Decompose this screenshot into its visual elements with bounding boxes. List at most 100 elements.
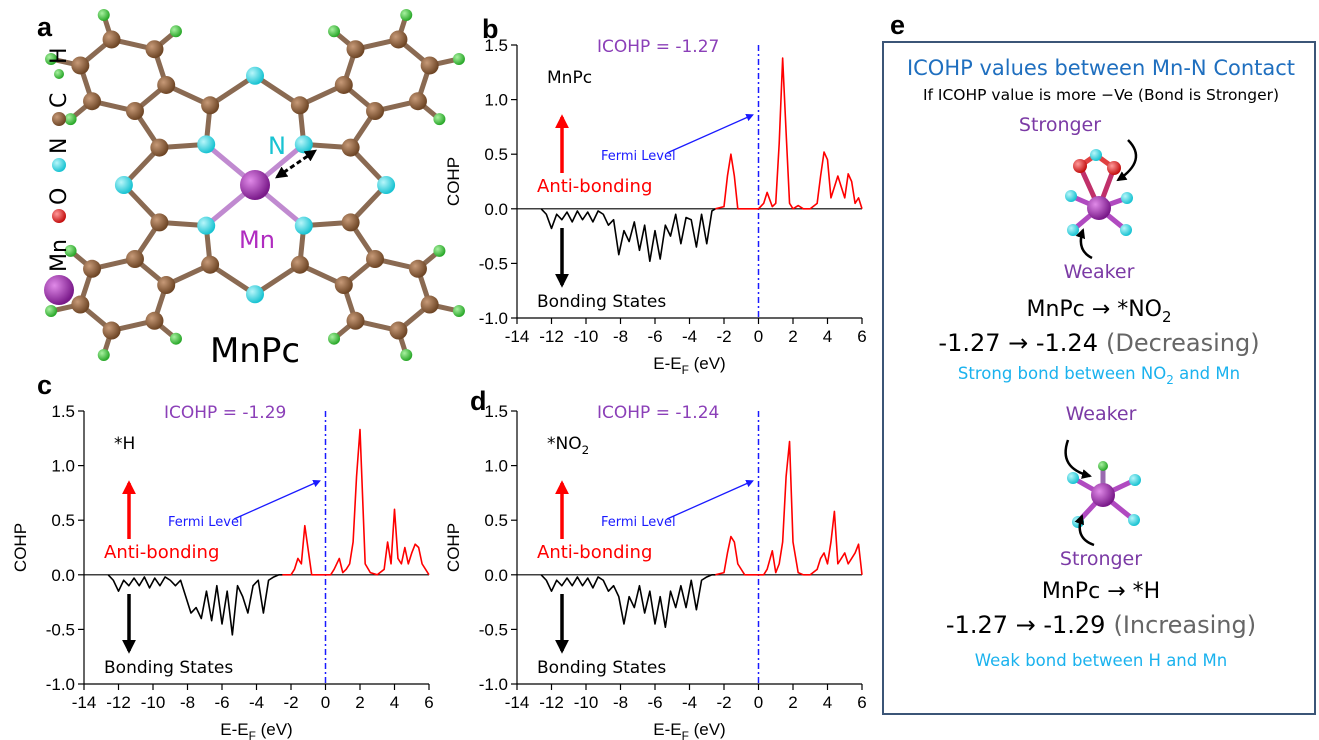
- atom: [409, 92, 427, 110]
- legend-label: H: [47, 47, 72, 64]
- fermi-label: Fermi Level: [601, 149, 676, 164]
- x-tick-label: 0: [321, 693, 330, 712]
- atom: [71, 56, 89, 74]
- x-tick-label: -12: [106, 693, 131, 712]
- atom: [103, 322, 121, 340]
- cohp-curve: [108, 575, 282, 635]
- y-tick-label: -1.0: [479, 675, 508, 694]
- y-axis-label: COHP: [11, 523, 30, 572]
- x-tick-label: -6: [647, 327, 662, 346]
- x-tick-label: -6: [214, 693, 229, 712]
- atom-key: [44, 275, 74, 305]
- y-tick-label: 1.0: [51, 457, 75, 476]
- atom: [377, 176, 395, 194]
- atom: [433, 113, 445, 125]
- bond-strength-label: Weaker: [1066, 403, 1137, 425]
- cohp-curve: [715, 442, 862, 575]
- y-tick-label: 0.5: [51, 511, 75, 530]
- x-tick-label: -2: [716, 693, 731, 712]
- cohp-curve: [541, 209, 715, 261]
- species-label-part: *H: [114, 434, 135, 454]
- summary-title: ICOHP values between Mn-N Contact: [907, 56, 1295, 80]
- species-label-part: *NO: [547, 434, 582, 454]
- atom: [145, 40, 163, 58]
- atom: [389, 30, 407, 48]
- x-axis-label: E-EF (eV): [653, 720, 725, 740]
- icohp-label: ICOHP = -1.29: [164, 403, 286, 423]
- y-tick-label: -1.0: [479, 309, 508, 328]
- atom: [83, 92, 101, 110]
- atom: [421, 296, 439, 314]
- atom: [197, 217, 215, 235]
- atom: [83, 260, 101, 278]
- cohp-curve: [715, 58, 862, 209]
- y-tick-label: 0.0: [484, 566, 508, 585]
- x-tick-label: 4: [823, 693, 832, 712]
- x-tick-label: 2: [788, 693, 797, 712]
- atom-label: Mn: [239, 226, 275, 254]
- bonding-label: Bonding States: [104, 658, 233, 678]
- x-tick-label: -2: [283, 693, 298, 712]
- atom-key: [52, 112, 66, 126]
- atom: [65, 113, 77, 125]
- atom: [201, 256, 219, 274]
- species-label: MnPc: [547, 68, 592, 88]
- cohp-curve: [541, 575, 715, 627]
- atom-key: [52, 158, 66, 172]
- icohp-change: -1.27 → -1.29(Increasing): [946, 611, 1256, 639]
- x-tick-label: -8: [613, 327, 628, 346]
- x-tick-label: -12: [539, 327, 564, 346]
- x-tick-label: -12: [539, 693, 564, 712]
- x-tick-label: -14: [72, 693, 97, 712]
- atom: [170, 333, 182, 345]
- icohp-label: ICOHP = -1.27: [597, 37, 719, 57]
- x-tick-label: -4: [249, 693, 264, 712]
- conclusion: Weak bond between H and Mn: [975, 651, 1227, 670]
- atom: [400, 9, 412, 21]
- molecule: N Mn: [45, 9, 465, 361]
- x-tick-label: 2: [355, 693, 364, 712]
- transition: MnPc → *H: [1042, 579, 1160, 604]
- atom: [342, 213, 360, 231]
- atom: [98, 349, 110, 361]
- icohp-trend: (Decreasing): [1106, 329, 1260, 357]
- atom: [45, 305, 57, 317]
- atom: [366, 250, 384, 268]
- icohp-values: -1.27 → -1.24: [938, 329, 1098, 357]
- adsorbate-structure: [1065, 140, 1136, 258]
- transition-text: MnPc → *H: [1042, 579, 1160, 604]
- fermi-arrow: [667, 481, 753, 519]
- x-axis-label: E-EF (eV): [653, 354, 725, 377]
- x-tick-label: -10: [574, 693, 599, 712]
- atom: [103, 30, 121, 48]
- bonding-label: Bonding States: [537, 658, 666, 678]
- legend-label: N: [47, 138, 72, 154]
- x-axis-label-part: F: [249, 729, 256, 740]
- icohp-change: -1.27 → -1.24 (Decreasing): [938, 329, 1259, 357]
- atom: [347, 312, 365, 330]
- y-tick-label: -0.5: [479, 620, 508, 639]
- x-tick-label: -10: [574, 327, 599, 346]
- transition: MnPc → *NO2: [1026, 297, 1171, 326]
- atom: [389, 322, 407, 340]
- atom: [328, 25, 340, 37]
- icohp-trend: (Increasing): [1113, 611, 1256, 639]
- atom-label: N: [268, 132, 286, 160]
- y-tick-label: 0.5: [484, 145, 508, 164]
- x-axis-label-part: (eV): [256, 720, 293, 739]
- x-tick-label: 6: [857, 693, 866, 712]
- atom: [409, 260, 427, 278]
- atom: [150, 139, 168, 157]
- atom: [400, 349, 412, 361]
- atom: [328, 333, 340, 345]
- icohp-values: -1.27 → -1.29: [946, 611, 1106, 639]
- y-tick-label: 1.5: [51, 402, 75, 421]
- y-tick-label: 1.0: [484, 457, 508, 476]
- atom: [453, 53, 465, 65]
- atom: [295, 135, 313, 153]
- adsorbate-structure: [1066, 440, 1141, 545]
- atom: [246, 67, 264, 85]
- legend-label: C: [47, 93, 72, 108]
- page: {"panel_labels": ["a", "b", "c", "d", "e…: [0, 0, 1319, 740]
- atom: [347, 40, 365, 58]
